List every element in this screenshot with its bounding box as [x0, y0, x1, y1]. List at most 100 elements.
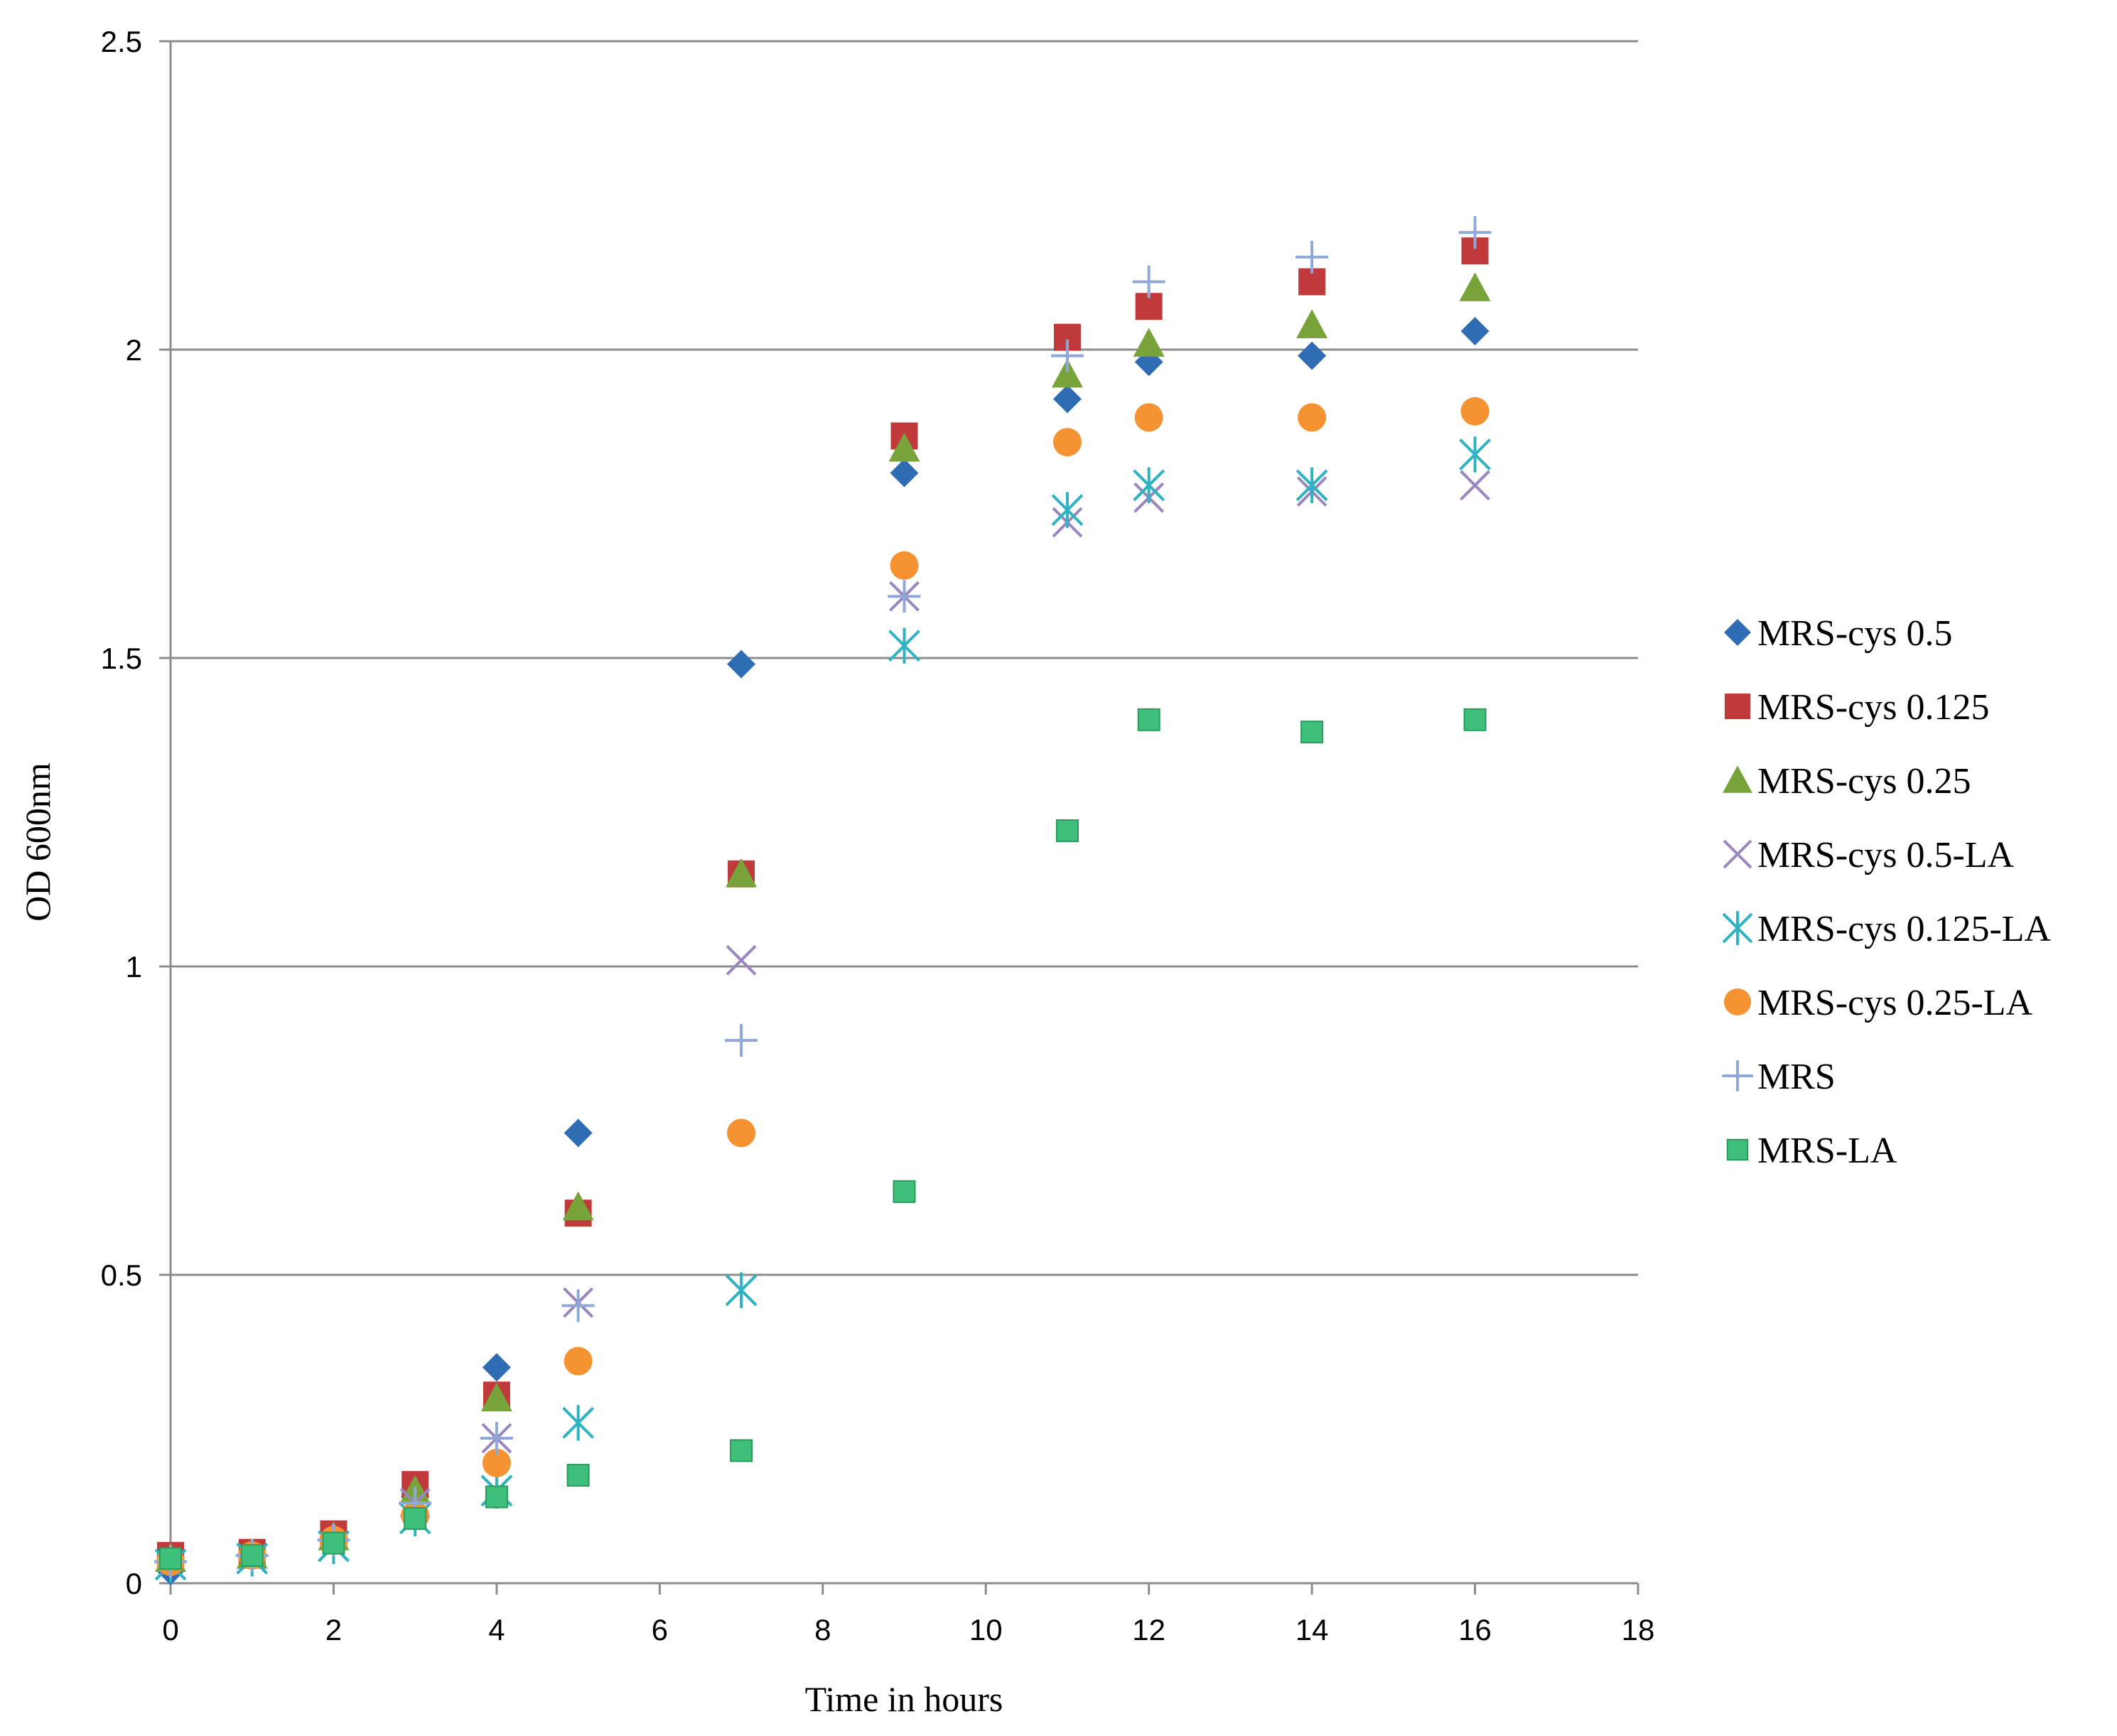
data-point — [888, 627, 920, 664]
legend-item: MRS-cys 0.5-LA — [1723, 835, 2015, 875]
data-point — [562, 1191, 594, 1221]
series-3 — [155, 470, 1490, 1580]
data-point — [1051, 358, 1083, 388]
legend-marker — [1726, 1138, 1749, 1161]
data-point — [1460, 470, 1490, 501]
data-point — [1052, 384, 1082, 414]
data-point — [1295, 467, 1328, 504]
x-tick-label: 12 — [1132, 1613, 1165, 1646]
data-point — [1463, 708, 1487, 731]
data-point — [890, 458, 919, 487]
series-0 — [156, 316, 1490, 1585]
data-point — [1051, 492, 1084, 528]
data-point — [482, 1353, 511, 1382]
data-point — [1055, 819, 1079, 843]
data-point — [159, 1547, 182, 1570]
legend-marker — [1724, 619, 1751, 646]
data-point — [562, 1405, 595, 1441]
legend-label: MRS-cys 0.5-LA — [1757, 835, 2015, 875]
legend-label: MRS-cys 0.5 — [1757, 613, 1952, 654]
data-point — [727, 649, 756, 679]
data-point — [404, 1506, 427, 1530]
legend-marker — [1724, 693, 1751, 720]
legend-marker — [1724, 988, 1751, 1015]
legend-label: MRS-cys 0.125 — [1757, 687, 1989, 728]
data-point — [240, 1543, 264, 1567]
data-point — [1137, 708, 1160, 731]
legend-item: MRS-cys 0.25-LA — [1724, 983, 2033, 1023]
series-6 — [154, 216, 1492, 1578]
legend-marker — [1723, 839, 1752, 869]
data-point — [482, 1448, 511, 1477]
legend-item: MRS-cys 0.5 — [1724, 613, 1952, 654]
data-point — [726, 858, 758, 888]
data-point — [1459, 272, 1491, 301]
series-7 — [159, 708, 1487, 1570]
data-point — [1133, 467, 1165, 504]
data-points — [154, 216, 1492, 1585]
legend-item: MRS — [1722, 1057, 1836, 1097]
x-tick-label: 10 — [969, 1613, 1003, 1646]
x-tick-label: 18 — [1622, 1613, 1655, 1646]
y-tick-label: 0.5 — [101, 1258, 142, 1292]
y-tick-label: 1 — [126, 950, 142, 983]
x-tick-label: 0 — [162, 1613, 178, 1646]
legend-label: MRS-cys 0.25 — [1757, 761, 1971, 802]
data-point — [1460, 316, 1490, 345]
y-axis-ticks: 0 0.5 1 1.5 2 2.5 — [101, 25, 171, 1600]
series-4 — [154, 436, 1491, 1583]
legend-item: MRS-cys 0.125 — [1724, 687, 1989, 728]
data-point — [480, 1422, 513, 1455]
data-point — [480, 1382, 512, 1412]
x-tick-label: 2 — [325, 1613, 342, 1646]
data-point — [888, 432, 920, 462]
data-point — [1132, 265, 1165, 298]
data-point — [564, 1347, 593, 1376]
x-axis-ticks: 0 2 4 6 8 10 12 14 16 18 — [162, 1583, 1654, 1646]
data-point — [888, 580, 921, 613]
data-point — [890, 551, 919, 580]
data-point — [1458, 216, 1492, 249]
data-point — [1296, 309, 1328, 338]
data-point — [322, 1531, 345, 1555]
data-point — [725, 1024, 758, 1057]
legend-label: MRS-cys 0.25-LA — [1757, 983, 2033, 1023]
data-point — [564, 1118, 593, 1148]
legend-item: MRS-LA — [1726, 1131, 1897, 1171]
data-point — [726, 944, 757, 976]
series-2 — [155, 272, 1491, 1572]
legend-label: MRS — [1757, 1057, 1836, 1097]
x-tick-label: 14 — [1295, 1613, 1329, 1646]
legend-marker — [1723, 765, 1752, 793]
legend-item: MRS-cys 0.125-LA — [1722, 909, 2052, 949]
y-axis-title: OD 600nm — [18, 762, 58, 922]
x-tick-label: 6 — [652, 1613, 668, 1646]
data-point — [1460, 397, 1490, 426]
data-point — [1298, 403, 1327, 432]
y-tick-label: 1.5 — [101, 642, 142, 675]
axes — [169, 41, 1638, 1585]
data-point — [1459, 436, 1491, 473]
data-point — [1133, 328, 1165, 357]
legend-item: MRS-cys 0.25 — [1723, 761, 1971, 802]
y-tick-label: 0 — [126, 1567, 142, 1600]
x-axis-title: Time in hours — [805, 1679, 1003, 1719]
data-point — [1050, 339, 1084, 372]
data-point — [727, 1118, 756, 1148]
data-point — [485, 1485, 508, 1509]
series-5 — [156, 397, 1490, 1576]
data-point — [1295, 240, 1329, 274]
data-point — [1134, 403, 1163, 432]
legend-marker — [1722, 1060, 1753, 1091]
data-point — [561, 1289, 595, 1322]
x-tick-label: 8 — [814, 1613, 831, 1646]
data-point — [725, 1272, 758, 1308]
data-point — [1300, 721, 1324, 744]
data-point — [730, 1439, 753, 1462]
data-point — [566, 1464, 590, 1487]
x-tick-label: 16 — [1458, 1613, 1492, 1646]
series-1 — [157, 237, 1489, 1569]
legend-label: MRS-cys 0.125-LA — [1757, 909, 2052, 949]
legend-label: MRS-LA — [1757, 1131, 1897, 1171]
